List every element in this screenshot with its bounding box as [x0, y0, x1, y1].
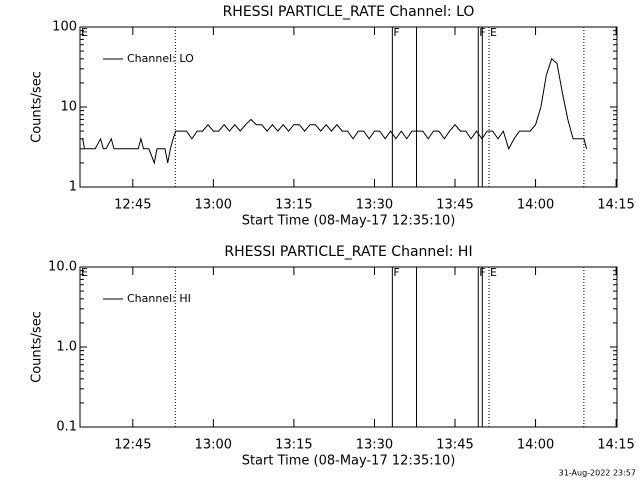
- data-line: [82, 57, 588, 165]
- x-tick-label: 12:45: [114, 438, 151, 453]
- x-tick-label: 12:45: [114, 198, 151, 213]
- y-tick-label: 10.0: [48, 260, 77, 275]
- legend-label: Channel: LO: [127, 52, 194, 65]
- flag-label: F: [393, 26, 399, 39]
- y-tick-label: 100: [52, 20, 77, 35]
- y-tick-label: 10: [60, 100, 77, 115]
- x-tick-label: 13:45: [436, 438, 473, 453]
- y-tick-label: 1: [69, 180, 77, 195]
- flag-label: E: [81, 26, 88, 39]
- y-axis-label: Counts/sec: [30, 71, 45, 143]
- flag-label: E: [490, 266, 497, 279]
- x-tick-label: 14:15: [597, 198, 634, 213]
- x-tick-label: 14:00: [517, 198, 554, 213]
- footer: 31-Aug-2022 23:57: [559, 469, 636, 478]
- x-tick-label: 13:15: [275, 438, 312, 453]
- x-tick-label: 13:00: [195, 438, 232, 453]
- flag-label: E: [81, 266, 88, 279]
- chart-title: RHESSI PARTICLE_RATE Channel: LO: [223, 4, 475, 20]
- x-tick-label: 13:30: [356, 438, 393, 453]
- flag-label: E: [490, 26, 497, 39]
- x-tick-label: 13:15: [275, 198, 312, 213]
- y-tick-label: 0.1: [56, 420, 77, 435]
- x-axis-label: Start Time (08-May-17 12:35:10): [242, 454, 456, 469]
- x-axis-label: Start Time (08-May-17 12:35:10): [242, 214, 456, 229]
- y-axis-label: Counts/sec: [30, 311, 45, 383]
- x-tick-label: 14:15: [597, 438, 634, 453]
- x-tick-label: 14:00: [517, 438, 554, 453]
- legend-label: Channel: HI: [127, 292, 191, 305]
- x-tick-label: 13:45: [436, 198, 473, 213]
- x-tick-label: 13:30: [356, 198, 393, 213]
- chart-title: RHESSI PARTICLE_RATE Channel: HI: [224, 244, 472, 260]
- flag-label: F: [393, 266, 399, 279]
- x-tick-label: 13:00: [195, 198, 232, 213]
- y-tick-label: 1.0: [56, 340, 77, 355]
